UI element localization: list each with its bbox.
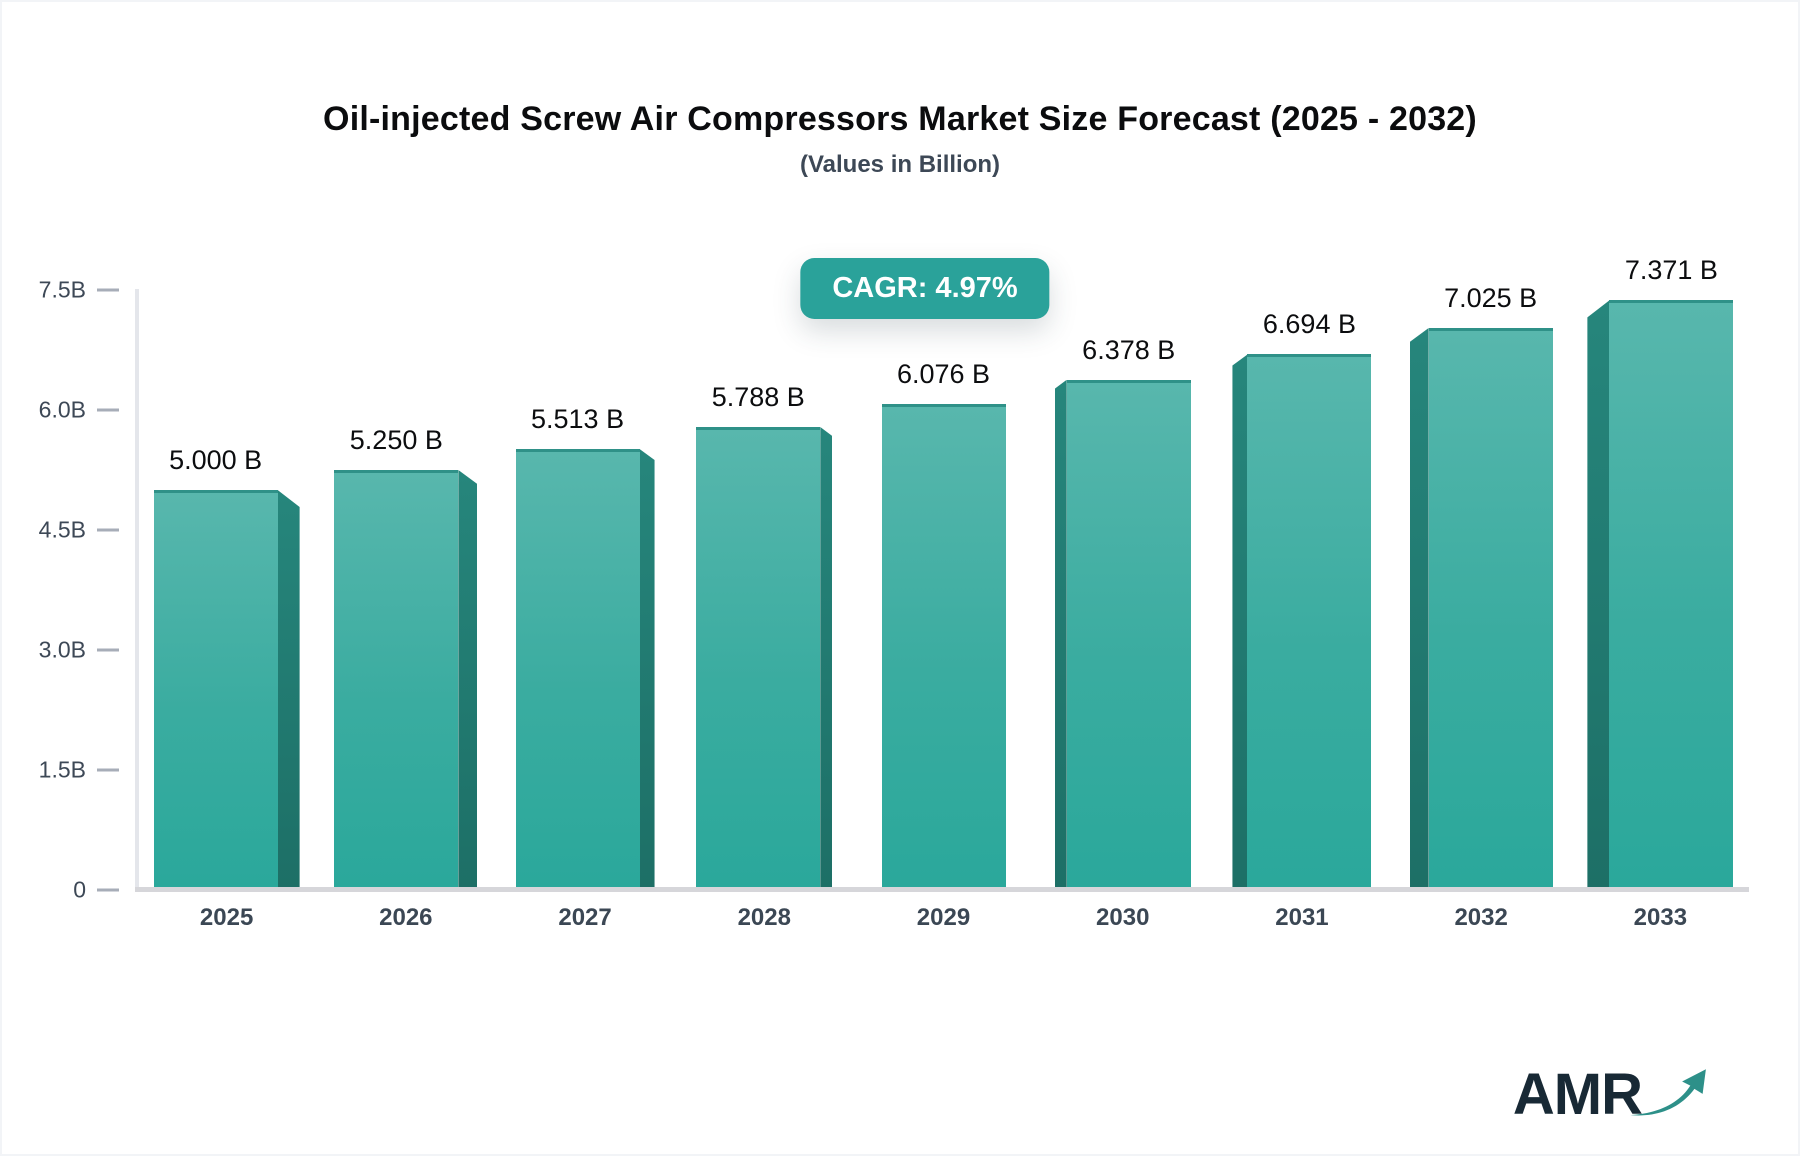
y-tick-dash — [97, 768, 119, 772]
y-tick-label-3.0B: 3.0B — [38, 636, 86, 663]
bar-value-label-2032: 7.025 B — [1444, 283, 1538, 313]
bar-side-2032 — [1409, 328, 1429, 890]
bar-side-2028 — [820, 426, 833, 890]
y-tick-dash — [97, 648, 119, 652]
bar-side-2027 — [639, 448, 655, 890]
cagr-badge: CAGR: 4.97% — [800, 258, 1050, 319]
bar-side-2025 — [277, 490, 300, 890]
y-tick-dash — [97, 528, 119, 532]
bar-2026 — [334, 470, 459, 890]
bar-value-label-2029: 6.076 B — [896, 358, 991, 389]
bar-2028 — [696, 426, 821, 890]
x-label-2027: 2027 — [558, 904, 612, 931]
bar-side-2031 — [1232, 354, 1248, 890]
bar-value-label-2026: 5.250 B — [349, 425, 443, 455]
x-label-2026: 2026 — [379, 904, 433, 931]
y-tick-dash — [97, 888, 119, 892]
bar-value-label-2030: 6.378 B — [1082, 334, 1176, 365]
x-axis-line — [135, 887, 1749, 892]
bar-value-label-2028: 5.788 B — [711, 381, 805, 412]
bar-side-2030 — [1054, 379, 1067, 890]
bar-value-label-2031: 6.694 B — [1262, 309, 1356, 340]
y-tick-label-0: 0 — [73, 876, 86, 903]
amr-logo: AMR — [1513, 1062, 1710, 1124]
y-tick-dash — [97, 288, 119, 292]
chart-subtitle: (Values in Billion) — [799, 151, 1001, 178]
bar-2030 — [1066, 379, 1191, 890]
x-label-2029: 2029 — [916, 904, 971, 931]
bar-2029 — [881, 403, 1006, 890]
y-tick-label-1.5B: 1.5B — [38, 756, 86, 783]
amr-logo-text: AMR — [1512, 1062, 1643, 1127]
x-label-2033: 2033 — [1633, 904, 1688, 931]
x-label-2032: 2032 — [1454, 904, 1508, 931]
y-tick-label-7.5B: 7.5B — [38, 276, 86, 303]
y-tick-label-6.0B: 6.0B — [38, 396, 86, 423]
growth-arrow-icon — [1630, 1069, 1706, 1116]
y-tick-label-4.5B: 4.5B — [38, 516, 86, 543]
x-label-2030: 2030 — [1096, 904, 1150, 931]
x-label-2025: 2025 — [199, 904, 254, 931]
bar-value-label-2025: 5.000 B — [169, 445, 263, 475]
bar-2027 — [515, 448, 640, 890]
x-label-2031: 2031 — [1275, 904, 1329, 931]
y-axis-line — [135, 289, 139, 890]
y-tick-dash — [97, 408, 119, 412]
bar-2032 — [1428, 328, 1553, 890]
x-label-2028: 2028 — [737, 904, 791, 931]
bar-2033 — [1609, 300, 1734, 890]
bar-side-2026 — [458, 470, 478, 890]
bar-side-2033 — [1587, 300, 1610, 890]
bar-value-label-2027: 5.513 B — [531, 403, 625, 434]
bar-2025 — [153, 490, 278, 890]
chart-title: Oil-injected Screw Air Compressors Marke… — [323, 100, 1477, 138]
bar-value-label-2033: 7.371 B — [1624, 255, 1718, 286]
bar-2031 — [1247, 354, 1372, 890]
